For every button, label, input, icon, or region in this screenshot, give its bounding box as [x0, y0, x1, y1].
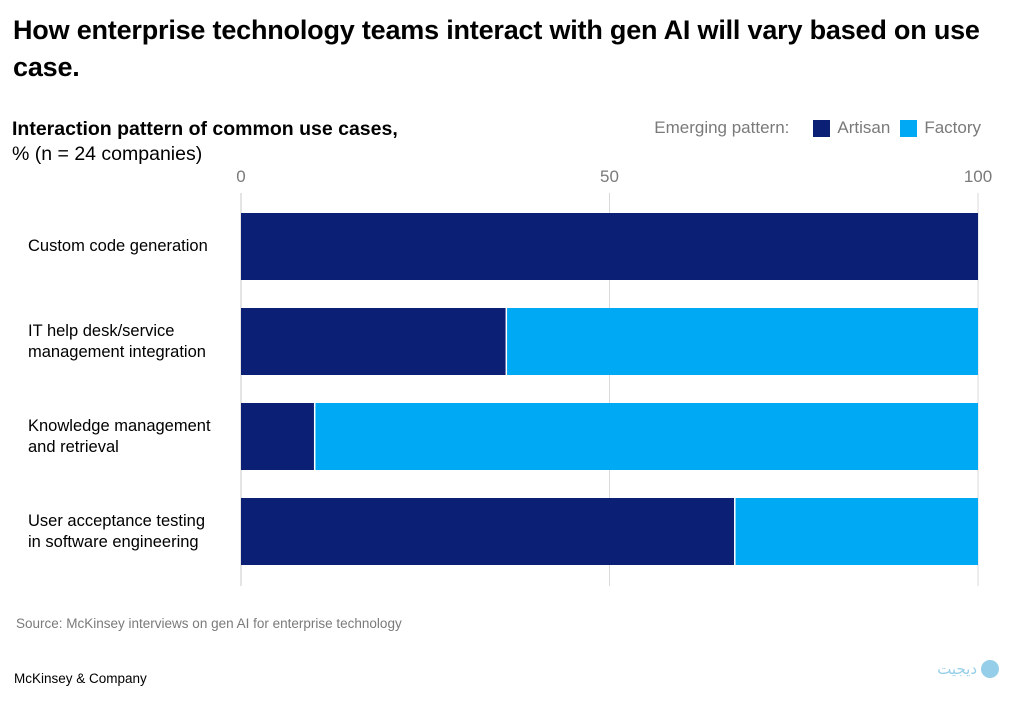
bar-factory-2 — [314, 403, 978, 470]
legend-swatch-artisan — [813, 119, 831, 137]
category-label-line: Knowledge management — [28, 416, 211, 435]
legend-label-factory: Factory — [924, 118, 981, 137]
bar-artisan-3 — [241, 498, 735, 565]
legend-label-artisan: Artisan — [837, 118, 891, 137]
x-tick-label-50: 50 — [600, 167, 619, 186]
bar-factory-1 — [506, 308, 978, 375]
chart-subtitle: Interaction pattern of common use cases,… — [12, 117, 472, 167]
x-tick-label-0: 0 — [236, 167, 245, 186]
category-label-line: in software engineering — [28, 532, 199, 551]
legend-item-artisan: Artisan — [813, 118, 890, 138]
watermark: ديجيت — [937, 660, 999, 678]
category-label-line: management integration — [28, 342, 206, 361]
category-label-3: User acceptance testing in software engin… — [28, 511, 233, 553]
legend-title: Emerging pattern: — [654, 118, 790, 137]
legend-item-factory: Factory — [900, 118, 981, 138]
category-label-line: IT help desk/service — [28, 321, 175, 340]
subtitle-main: Interaction pattern of common use cases, — [12, 118, 398, 140]
category-label-line: User acceptance testing — [28, 511, 206, 530]
chart-title: How enterprise technology teams interact… — [13, 15, 980, 82]
category-label-line: Custom code generation — [28, 237, 208, 255]
bar-artisan-0 — [241, 213, 978, 280]
category-label-2: Knowledge management and retrieval — [28, 416, 233, 458]
bar-artisan-2 — [241, 403, 315, 470]
category-label-0: Custom code generation — [28, 236, 233, 257]
watermark-logo-icon — [981, 660, 999, 678]
bar-artisan-1 — [241, 308, 507, 375]
source-note: Source: McKinsey interviews on gen AI fo… — [16, 616, 402, 631]
watermark-text: ديجيت — [937, 660, 977, 678]
legend: Emerging pattern: Artisan Factory — [654, 118, 981, 138]
subtitle-units: % (n = 24 companies) — [12, 143, 203, 165]
legend-swatch-factory — [900, 119, 918, 137]
x-tick-label-100: 100 — [964, 167, 992, 186]
category-label-line: and retrieval — [28, 437, 119, 456]
brand-name: McKinsey & Company — [14, 671, 147, 686]
bar-factory-3 — [734, 498, 978, 565]
category-label-1: IT help desk/service management integrati… — [28, 321, 233, 363]
